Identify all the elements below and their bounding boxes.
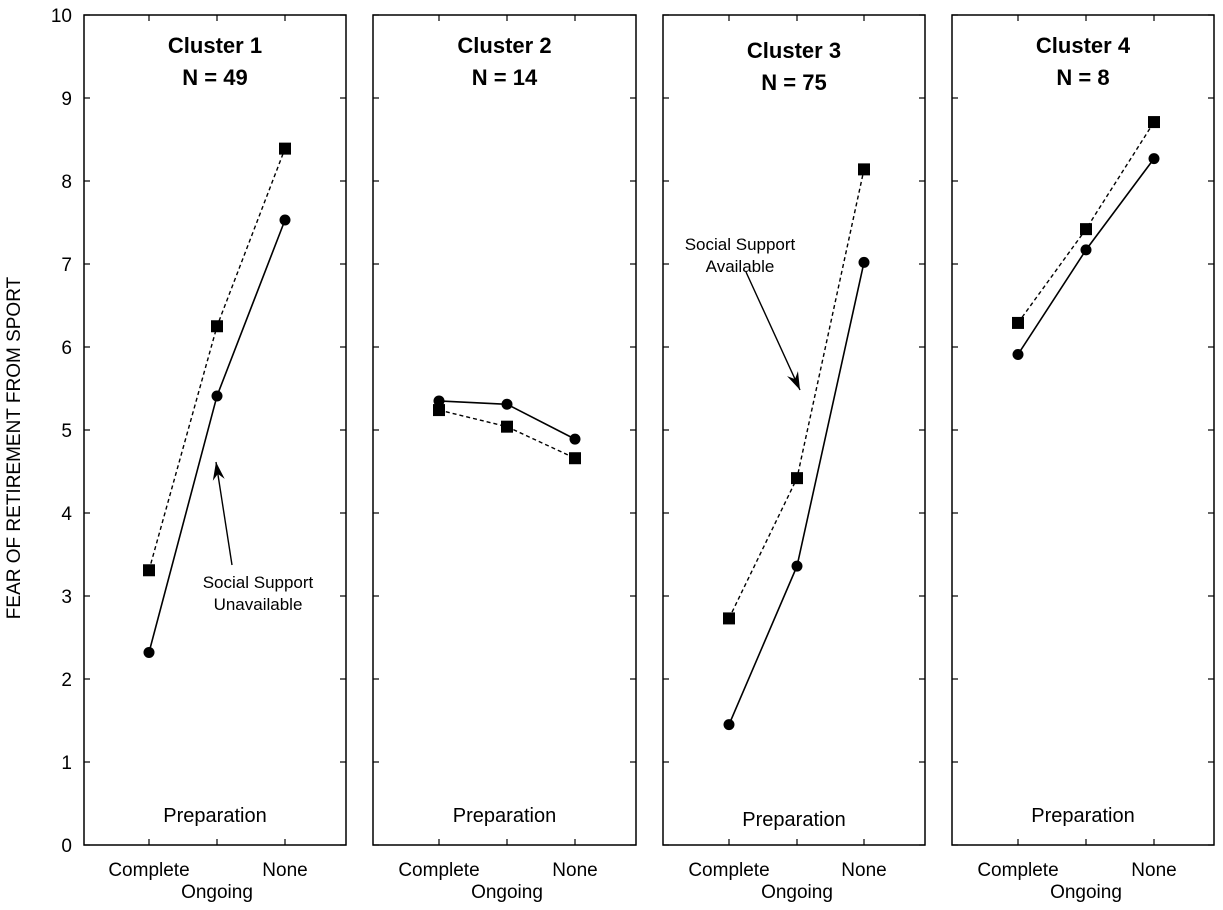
x-tick-label: Complete (108, 860, 189, 881)
y-tick-label: 1 (61, 753, 72, 774)
data-point-square (858, 163, 870, 176)
panel-frame (83, 14, 347, 846)
annotation-arrowhead (787, 371, 800, 390)
y-tick-label: 0 (61, 836, 72, 857)
annotation-text: Social Support (203, 573, 314, 592)
panel-title: Cluster 3 (747, 38, 841, 63)
data-point-square (1080, 223, 1092, 236)
preparation-label: Preparation (163, 805, 266, 827)
y-tick-label: 7 (61, 255, 72, 276)
annotation-arrow-line (745, 271, 801, 391)
y-tick-label: 3 (61, 587, 72, 608)
panel-cluster-1: Complete None Ongoing Cluster 1 N = 49 Prepar… (83, 14, 347, 903)
data-point-circle (1012, 348, 1024, 360)
panel-title: Cluster 1 (168, 33, 262, 58)
data-point-square (211, 320, 223, 333)
y-tick-label: 8 (61, 172, 72, 193)
panel-n-label: N = 49 (182, 65, 247, 90)
panel-n-label: N = 14 (472, 65, 538, 90)
x-tick-label: None (1131, 860, 1176, 881)
panel-cluster-2: Complete None Ongoing Cluster 2 N = 14 Prepar… (372, 14, 637, 903)
data-point-circle (569, 433, 581, 445)
panel-n-label: N = 75 (761, 70, 826, 95)
panel-n-label: N = 8 (1056, 65, 1109, 90)
data-point-circle (279, 214, 291, 226)
y-axis-title: FEAR OF RETIREMENT FROM SPORT (4, 276, 25, 619)
x-tick-label: Ongoing (761, 882, 833, 903)
panel-frame (662, 14, 926, 846)
y-tick-label: 2 (61, 670, 72, 691)
data-point-square (143, 564, 155, 577)
x-tick-label: Complete (977, 860, 1058, 881)
data-point-circle (858, 256, 870, 268)
series-line-square (1017, 121, 1155, 324)
preparation-label: Preparation (453, 805, 556, 827)
panel-frame (951, 14, 1215, 846)
x-tick-label: None (841, 860, 886, 881)
preparation-label: Preparation (742, 809, 845, 831)
data-point-square (1012, 316, 1024, 329)
y-axis: 0 1 2 3 4 5 6 7 8 9 10 (51, 6, 73, 857)
data-point-circle (791, 560, 803, 572)
data-point-circle (1148, 153, 1160, 165)
data-point-circle (211, 390, 223, 402)
x-tick-label: None (552, 860, 597, 881)
data-point-circle (501, 398, 513, 410)
data-point-circle (143, 646, 155, 658)
annotation-arrow-line (215, 461, 233, 566)
data-point-circle (1080, 244, 1092, 256)
panels: Complete None Ongoing Cluster 1 N = 49 Prepar… (83, 14, 1215, 903)
x-tick-label: None (262, 860, 307, 881)
data-point-square (1148, 116, 1160, 129)
panel-cluster-3: Complete None Ongoing Cluster 3 N = 75 Prepar… (662, 14, 926, 903)
data-point-circle (433, 395, 445, 407)
series-line-square (438, 409, 576, 459)
data-point-circle (723, 719, 735, 731)
series-line-circle (1017, 158, 1155, 355)
x-tick-label: Ongoing (471, 882, 543, 903)
series-line-circle (728, 262, 865, 725)
x-tick-label: Complete (688, 860, 769, 881)
panel-title: Cluster 4 (1036, 33, 1131, 58)
y-tick-label: 5 (61, 421, 72, 442)
x-tick-label: Ongoing (181, 882, 253, 903)
panel-title: Cluster 2 (457, 33, 551, 58)
y-tick-label: 9 (61, 89, 72, 110)
data-point-square (569, 452, 581, 465)
annotation-arrowhead (212, 462, 225, 481)
series-line-square (148, 148, 286, 571)
panel-cluster-4: Complete None Ongoing Cluster 4 N = 8 Prepara… (951, 14, 1215, 903)
data-point-square (723, 612, 735, 625)
x-tick-label: Ongoing (1050, 882, 1122, 903)
data-point-square (791, 472, 803, 485)
preparation-label: Preparation (1031, 805, 1134, 827)
annotation-text: Social Support (685, 235, 796, 254)
y-tick-label: 4 (61, 504, 72, 525)
y-tick-label: 6 (61, 338, 72, 359)
data-point-square (279, 142, 291, 155)
y-tick-label: 10 (51, 6, 72, 27)
annotation-text: Unavailable (214, 595, 303, 614)
annotation-text: Available (706, 257, 775, 276)
data-point-square (501, 420, 513, 433)
data-point-square (433, 404, 445, 417)
x-tick-label: Complete (398, 860, 479, 881)
